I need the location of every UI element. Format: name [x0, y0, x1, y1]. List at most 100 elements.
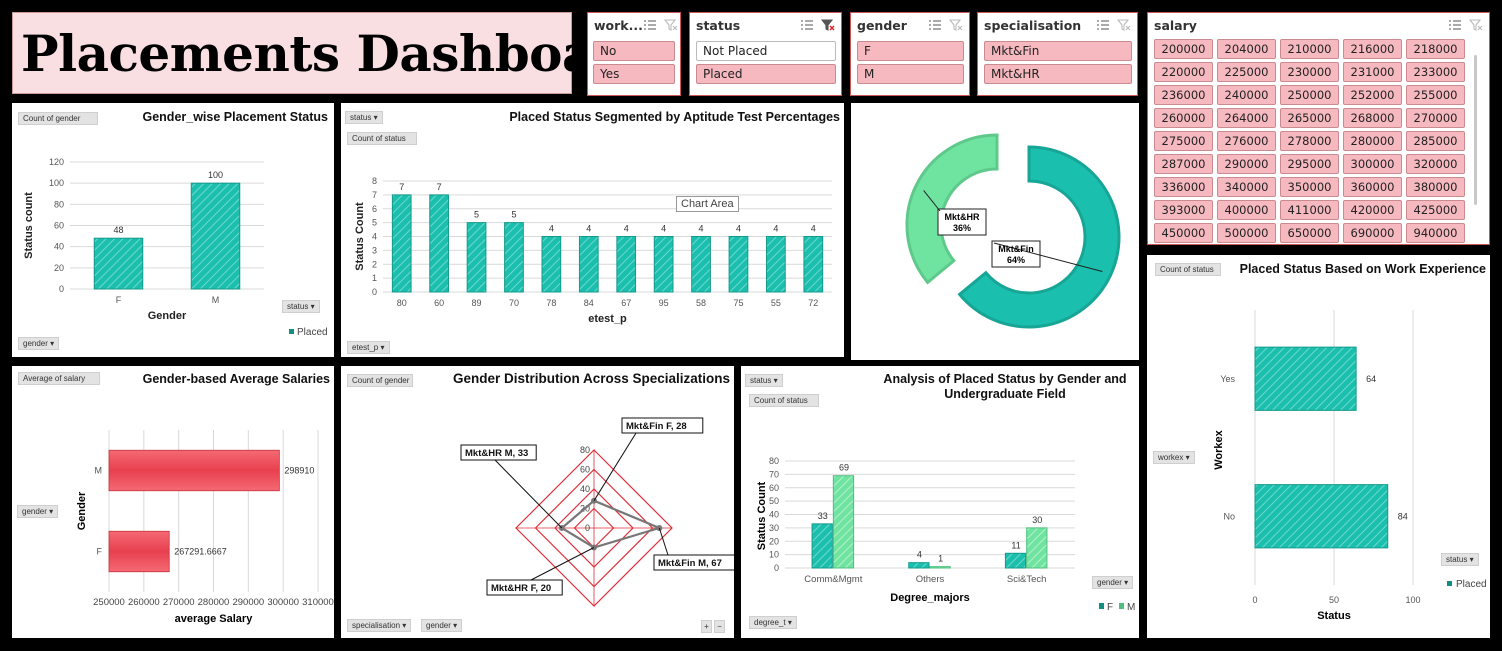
slicer-item-salary[interactable]: 300000: [1343, 154, 1402, 174]
slicer-item-status-placed[interactable]: Placed: [696, 64, 836, 84]
filter-field-tag[interactable]: status ▾: [1441, 553, 1479, 566]
data-label: 48: [113, 225, 123, 235]
slicer-item-salary[interactable]: 393000: [1154, 200, 1213, 220]
y-tick-label: 5: [372, 218, 377, 228]
value-field-tag[interactable]: Count of status: [1155, 263, 1221, 276]
slicer-item-salary[interactable]: 650000: [1280, 223, 1339, 243]
collapse-button[interactable]: −: [714, 620, 725, 633]
slicer-item-salary[interactable]: 280000: [1343, 131, 1402, 151]
slicer-item-salary[interactable]: 285000: [1406, 131, 1465, 151]
slicer-item-salary[interactable]: 216000: [1343, 39, 1402, 59]
slicer-item-salary[interactable]: 940000: [1406, 223, 1465, 243]
axis-field-tag[interactable]: etest_p ▾: [347, 341, 390, 354]
multi-select-icon[interactable]: [800, 19, 814, 31]
slicer-item-salary[interactable]: 411000: [1280, 200, 1339, 220]
axis-field-tag[interactable]: workex ▾: [1153, 451, 1195, 464]
multi-select-icon[interactable]: [1096, 19, 1110, 31]
filter-field-tag[interactable]: status ▾: [345, 111, 383, 124]
filter-dropdown-icon: ▾: [773, 376, 778, 385]
aptitude-chart[interactable]: 0123456787807605895704784844674954584754…: [341, 103, 844, 357]
slicer-item-salary[interactable]: 450000: [1154, 223, 1213, 243]
slicer-item-salary[interactable]: 350000: [1280, 177, 1339, 197]
slicer-item-salary[interactable]: 231000: [1343, 62, 1402, 82]
value-field-tag[interactable]: Count of gender: [18, 112, 98, 125]
slicer-item-salary[interactable]: 225000: [1217, 62, 1276, 82]
slicer-item-salary[interactable]: 380000: [1406, 177, 1465, 197]
axis-field-tag[interactable]: gender ▾: [18, 337, 60, 350]
value-field-tag[interactable]: Count of status: [347, 132, 417, 145]
legend-field-tag[interactable]: gender ▾: [1092, 576, 1134, 589]
axis-field-tag[interactable]: gender ▾: [421, 619, 463, 632]
slicer-item-salary[interactable]: 200000: [1154, 39, 1213, 59]
slicer-item-salary[interactable]: 218000: [1406, 39, 1465, 59]
slicer-item-salary[interactable]: 500000: [1217, 223, 1276, 243]
value-field-tag[interactable]: Average of salary: [18, 372, 100, 385]
clear-filter-icon[interactable]: [949, 19, 963, 31]
clear-filter-icon[interactable]: [1117, 19, 1131, 31]
y-tick-label: 80: [769, 456, 779, 466]
slicer-item-salary[interactable]: 255000: [1406, 85, 1465, 105]
filter-field-tag[interactable]: status ▾: [282, 300, 320, 313]
slicer-item-salary[interactable]: 425000: [1406, 200, 1465, 220]
slicer-gender: gender F M: [850, 12, 970, 96]
slicer-item-salary[interactable]: 690000: [1343, 223, 1402, 243]
slicer-item-salary[interactable]: 204000: [1217, 39, 1276, 59]
bar: [429, 194, 449, 293]
slicer-item-salary[interactable]: 260000: [1154, 108, 1213, 128]
avg-salary-chart[interactable]: 250000 260000 270000 280000 290000 300000 3100…: [12, 366, 334, 638]
slicer-item-salary[interactable]: 240000: [1217, 85, 1276, 105]
slicer-item-salary[interactable]: 295000: [1280, 154, 1339, 174]
slicer-workex-label: work...: [594, 17, 643, 33]
value-field-tag[interactable]: Count of gender: [347, 374, 413, 387]
slicer-item-salary[interactable]: 360000: [1343, 177, 1402, 197]
slicer-item-salary[interactable]: 336000: [1154, 177, 1213, 197]
slicer-item-salary[interactable]: 268000: [1343, 108, 1402, 128]
slicer-item-spec-mkthr[interactable]: Mkt&HR: [984, 64, 1132, 84]
slicer-item-salary[interactable]: 270000: [1406, 108, 1465, 128]
slicer-item-status-not-placed[interactable]: Not Placed: [696, 41, 836, 61]
slicer-item-salary[interactable]: 252000: [1343, 85, 1402, 105]
slicer-item-salary[interactable]: 320000: [1406, 154, 1465, 174]
slicer-item-gender-f[interactable]: F: [857, 41, 964, 61]
axis-field-tag[interactable]: degree_t ▾: [749, 616, 797, 629]
slicer-item-salary[interactable]: 276000: [1217, 131, 1276, 151]
multi-select-icon[interactable]: [928, 19, 942, 31]
value-field-tag[interactable]: Count of status: [749, 394, 819, 407]
axis-field-tag[interactable]: gender ▾: [17, 505, 59, 518]
axis-field-tag[interactable]: specialisation ▾: [347, 619, 412, 632]
slicer-item-salary[interactable]: 290000: [1217, 154, 1276, 174]
workex-chart[interactable]: 0 50 100 64 Yes 84 No Status Workex Placed: [1147, 255, 1490, 638]
multi-select-icon[interactable]: [643, 19, 657, 31]
slicer-item-salary[interactable]: 264000: [1217, 108, 1276, 128]
degree-chart[interactable]: 0 10 20 30 40 50 60 70 80 33 69 Comm&Mgmt 4 1 Others 11…: [741, 366, 1139, 638]
slicer-item-salary[interactable]: 275000: [1154, 131, 1213, 151]
slicer-item-salary[interactable]: 210000: [1280, 39, 1339, 59]
slicer-item-salary[interactable]: 230000: [1280, 62, 1339, 82]
slicer-item-salary[interactable]: 233000: [1406, 62, 1465, 82]
filter-field-tag[interactable]: status ▾: [745, 374, 783, 387]
slicer-item-workex-yes[interactable]: Yes: [593, 64, 675, 84]
slicer-item-salary[interactable]: 265000: [1280, 108, 1339, 128]
slicer-item-salary[interactable]: 420000: [1343, 200, 1402, 220]
dropdown-icon: ▾: [402, 621, 407, 630]
slicer-item-salary[interactable]: 250000: [1280, 85, 1339, 105]
slicer-item-salary[interactable]: 236000: [1154, 85, 1213, 105]
slicer-item-salary[interactable]: 220000: [1154, 62, 1213, 82]
slicer-item-salary[interactable]: 278000: [1280, 131, 1339, 151]
slicer-item-salary[interactable]: 287000: [1154, 154, 1213, 174]
salary-scrollbar[interactable]: [1474, 55, 1477, 205]
slicer-item-salary[interactable]: 340000: [1217, 177, 1276, 197]
bar: [616, 236, 637, 293]
clear-filter-icon[interactable]: [821, 19, 835, 31]
clear-filter-icon[interactable]: [1469, 19, 1483, 31]
slicer-item-gender-m[interactable]: M: [857, 64, 964, 84]
clear-filter-icon[interactable]: [663, 19, 678, 31]
slicer-item-spec-mktfin[interactable]: Mkt&Fin: [984, 41, 1132, 61]
gender-status-chart[interactable]: 0 20 40 60 80 100 120 48 F 100 M Gender Status count…: [12, 103, 334, 357]
expand-button[interactable]: +: [701, 620, 712, 633]
slicer-item-salary[interactable]: 400000: [1217, 200, 1276, 220]
multi-select-icon[interactable]: [1448, 19, 1462, 31]
slicer-item-workex-no[interactable]: No: [593, 41, 675, 61]
